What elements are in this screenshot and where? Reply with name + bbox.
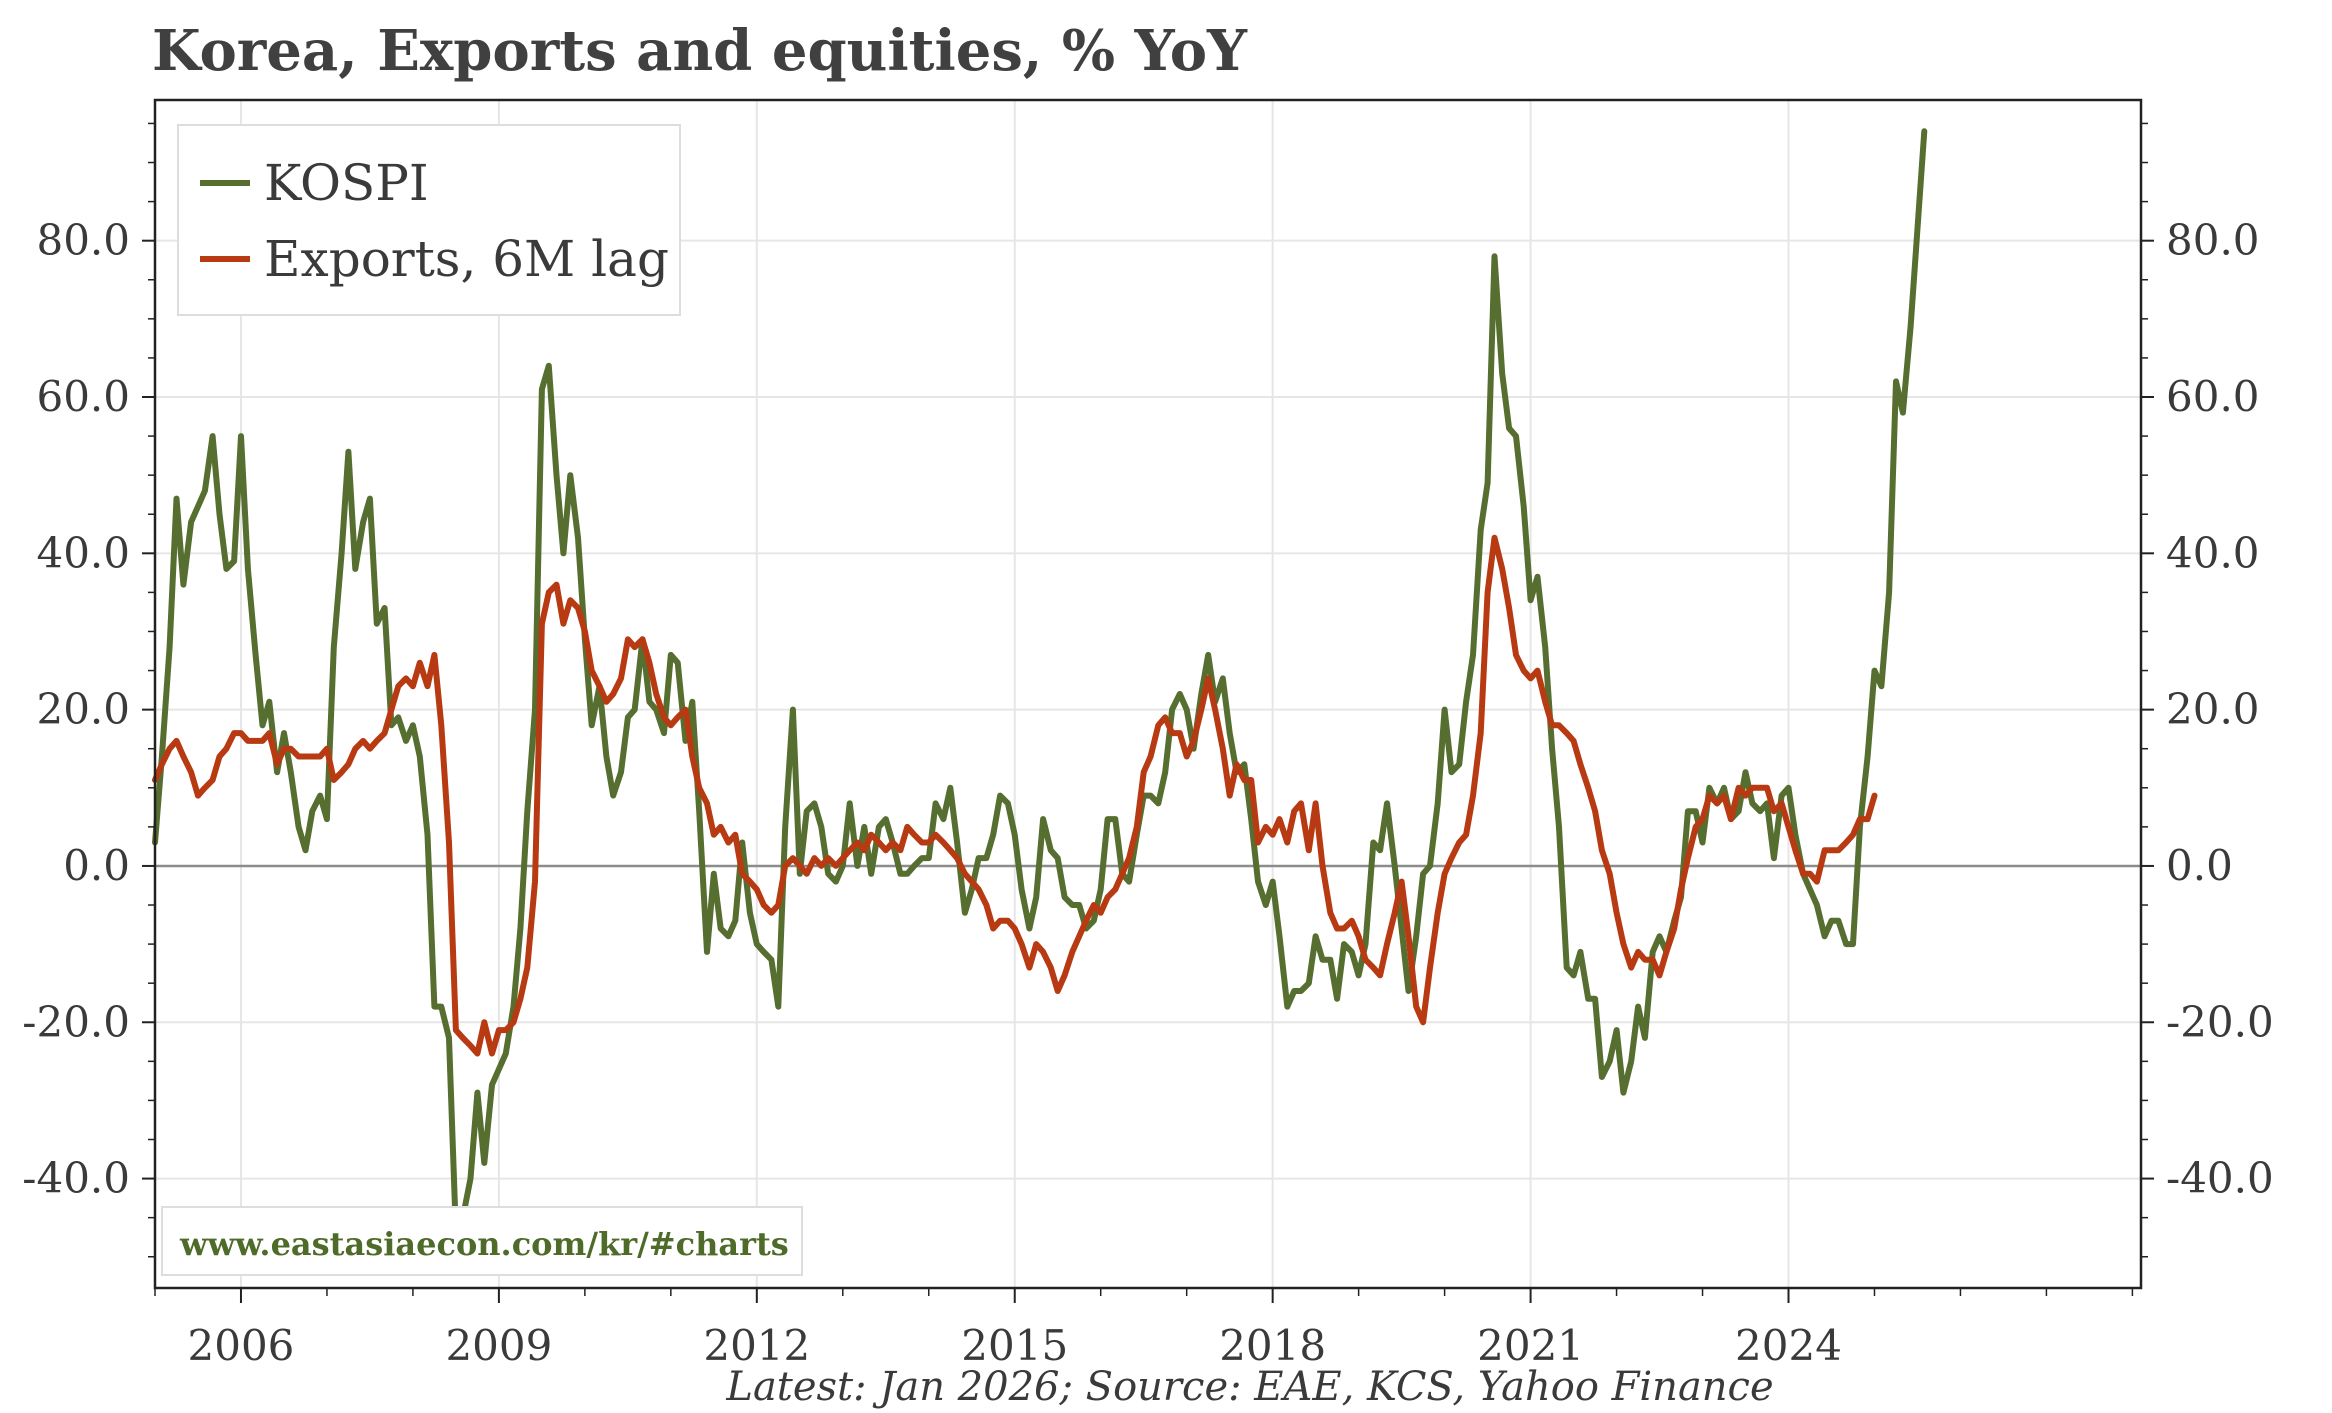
y-tick-label-left: 80.0 (36, 216, 130, 265)
y-tick-label-left: -20.0 (22, 997, 130, 1046)
x-tick-label: 2012 (703, 1321, 810, 1370)
series-line-kospi (152, 128, 1928, 1237)
legend: KOSPI Exports, 6M lag (177, 124, 681, 316)
watermark-box: www.eastasiaecon.com/kr/#charts (161, 1206, 803, 1276)
x-tick-label: 2009 (445, 1321, 552, 1370)
y-tick-label-right: 20.0 (2166, 685, 2260, 734)
y-tick-label-right: -40.0 (2166, 1154, 2274, 1203)
y-tick-label-left: 40.0 (36, 528, 130, 577)
series-layer (152, 128, 1928, 1237)
watermark-text: www.eastasiaecon.com/kr/#charts (179, 1225, 789, 1263)
plot-frame (153, 98, 2143, 1290)
watermark-frame (161, 1206, 803, 1276)
y-tick-label-left: 20.0 (36, 685, 130, 734)
y-tick-label-left: 60.0 (36, 372, 130, 421)
source-note: Latest: Jan 2026; Source: EAE, KCS, Yaho… (725, 1364, 1773, 1410)
x-tick-label: 2024 (1735, 1321, 1842, 1370)
legend-label-kospi: KOSPI (264, 154, 429, 212)
y-tick-label-right: 80.0 (2166, 216, 2260, 265)
x-tick-label: 2018 (1219, 1321, 1326, 1370)
legend-label-exports: Exports, 6M lag (264, 230, 669, 288)
y-tick-label-left: -40.0 (22, 1154, 130, 1203)
chart-title: Korea, Exports and equities, % YoY (152, 18, 1248, 84)
y-tick-label-right: -20.0 (2166, 997, 2274, 1046)
series-line-exports (152, 534, 1878, 1057)
y-tick-label-right: 0.0 (2166, 841, 2233, 890)
x-tick-label: 2021 (1477, 1321, 1584, 1370)
x-tick-label: 2006 (188, 1321, 295, 1370)
grid (155, 100, 2141, 1288)
legend-box (177, 124, 681, 316)
x-tick-label: 2015 (961, 1321, 1068, 1370)
y-tick-label-right: 60.0 (2166, 372, 2260, 421)
axes: -40.0 -40.0 -20.0 -20.0 0.0 0.0 20.0 20.0 40.0 40… (22, 122, 2274, 1370)
y-tick-label-right: 40.0 (2166, 528, 2260, 577)
y-tick-label-left: 0.0 (63, 841, 130, 890)
